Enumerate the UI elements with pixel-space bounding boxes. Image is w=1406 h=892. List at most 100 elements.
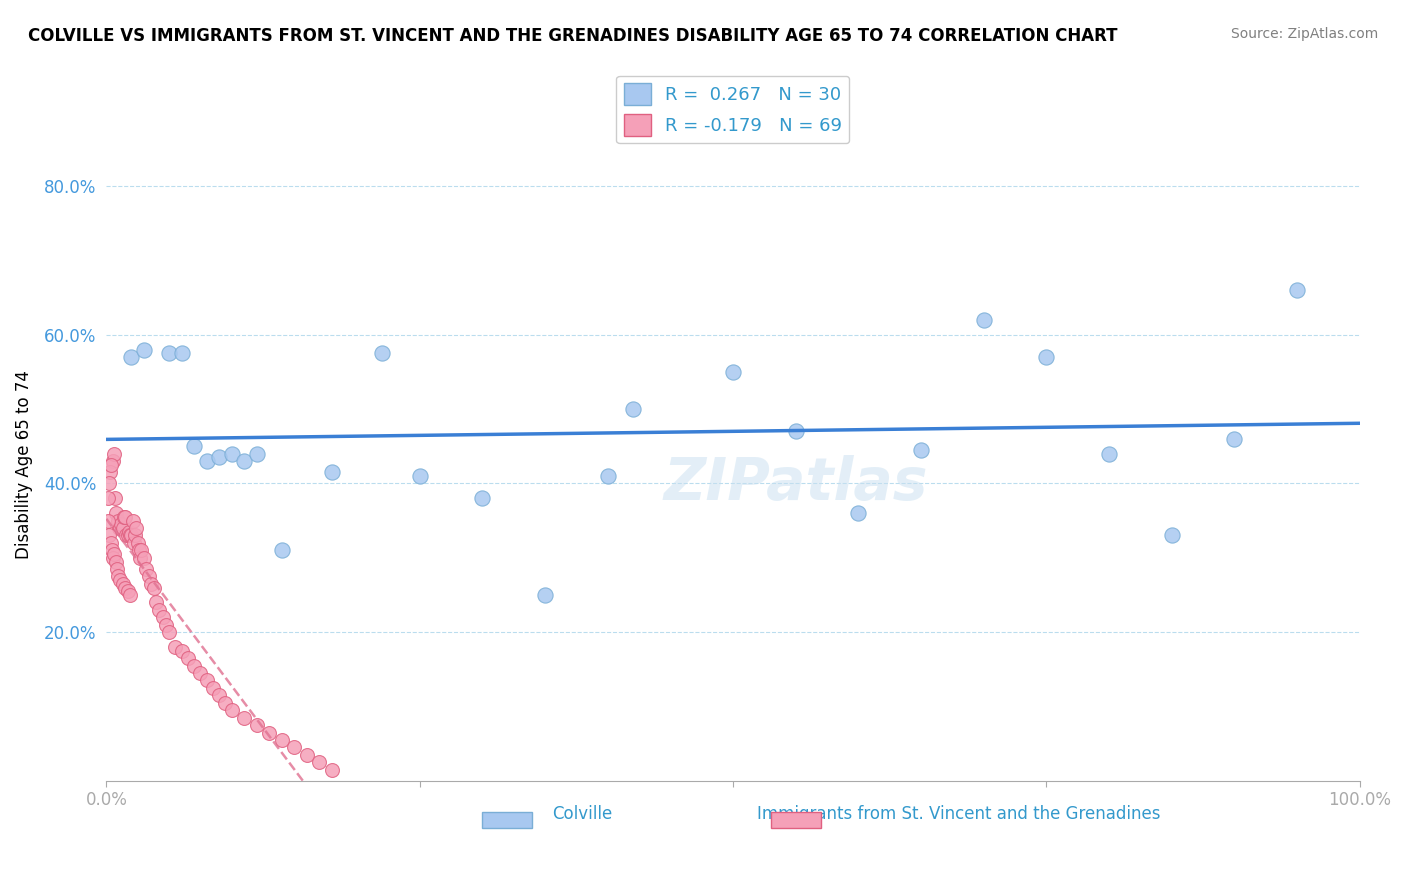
Point <box>270 733 292 747</box>
Point <box>208 689 231 703</box>
Text: Colville: Colville <box>553 805 613 822</box>
Point <box>103 550 125 565</box>
Point <box>104 491 127 506</box>
Point <box>101 543 124 558</box>
Point <box>107 514 129 528</box>
Point <box>157 625 180 640</box>
Point <box>596 469 619 483</box>
Point <box>321 465 343 479</box>
Point <box>101 454 124 468</box>
Text: COLVILLE VS IMMIGRANTS FROM ST. VINCENT AND THE GRENADINES DISABILITY AGE 65 TO : COLVILLE VS IMMIGRANTS FROM ST. VINCENT … <box>28 27 1118 45</box>
Point <box>170 644 193 658</box>
Point <box>721 365 744 379</box>
Point <box>295 747 318 762</box>
Point <box>100 536 122 550</box>
Point <box>114 509 136 524</box>
Point <box>121 514 143 528</box>
Point <box>97 514 120 528</box>
Point <box>107 569 129 583</box>
Point <box>131 543 153 558</box>
Point <box>246 447 269 461</box>
Point <box>195 454 218 468</box>
Point <box>108 521 131 535</box>
Text: Immigrants from St. Vincent and the Grenadines: Immigrants from St. Vincent and the Gren… <box>756 805 1160 822</box>
Point <box>785 425 807 439</box>
Point <box>105 562 128 576</box>
Point <box>142 581 165 595</box>
Point <box>201 681 224 695</box>
Point <box>165 640 187 654</box>
Point <box>104 554 127 568</box>
Point <box>233 454 256 468</box>
Point <box>117 528 139 542</box>
Point <box>97 491 120 506</box>
Point <box>111 577 134 591</box>
Point <box>120 350 142 364</box>
Point <box>103 447 125 461</box>
Point <box>1098 447 1121 461</box>
Point <box>270 543 292 558</box>
Point <box>408 469 430 483</box>
Point <box>141 577 163 591</box>
Point <box>120 528 142 542</box>
Point <box>138 569 160 583</box>
Point <box>132 550 155 565</box>
Point <box>122 536 145 550</box>
Point <box>221 447 243 461</box>
Point <box>321 763 343 777</box>
Point <box>97 476 120 491</box>
Point <box>98 465 121 479</box>
Point <box>371 346 394 360</box>
Point <box>183 658 205 673</box>
Point <box>233 711 256 725</box>
Point <box>195 673 218 688</box>
Point <box>120 528 142 542</box>
Point <box>112 509 135 524</box>
Point <box>108 573 131 587</box>
Point <box>621 402 644 417</box>
Point <box>152 610 174 624</box>
Point <box>183 439 205 453</box>
Point <box>118 524 141 539</box>
FancyBboxPatch shape <box>770 813 821 829</box>
Point <box>910 442 932 457</box>
Point <box>1223 432 1246 446</box>
Text: ZIPatlas: ZIPatlas <box>664 455 928 512</box>
Point <box>105 506 128 520</box>
Point <box>108 521 131 535</box>
Point <box>221 703 243 717</box>
Point <box>1035 350 1057 364</box>
Text: Source: ZipAtlas.com: Source: ZipAtlas.com <box>1230 27 1378 41</box>
Point <box>120 588 142 602</box>
Point <box>132 343 155 357</box>
Point <box>257 725 280 739</box>
Legend: R =  0.267   N = 30, R = -0.179   N = 69: R = 0.267 N = 30, R = -0.179 N = 69 <box>616 76 849 143</box>
Point <box>103 547 125 561</box>
Point <box>148 603 170 617</box>
Point <box>1160 528 1182 542</box>
Point <box>125 521 148 535</box>
Point <box>471 491 494 506</box>
Point <box>846 506 869 520</box>
Point <box>214 696 236 710</box>
Point <box>124 528 146 542</box>
Point <box>283 740 305 755</box>
Point <box>170 346 193 360</box>
Point <box>115 528 138 542</box>
Point <box>127 536 149 550</box>
Point <box>188 666 211 681</box>
Point <box>534 588 557 602</box>
Y-axis label: Disability Age 65 to 74: Disability Age 65 to 74 <box>15 370 32 559</box>
Point <box>135 562 157 576</box>
Point <box>208 450 231 465</box>
Point <box>308 756 330 770</box>
FancyBboxPatch shape <box>482 813 533 829</box>
Point <box>111 521 134 535</box>
Point <box>114 581 136 595</box>
Point <box>1285 283 1308 297</box>
Point <box>129 550 152 565</box>
Point <box>117 584 139 599</box>
Point <box>157 346 180 360</box>
Point <box>155 617 177 632</box>
Point <box>128 543 150 558</box>
